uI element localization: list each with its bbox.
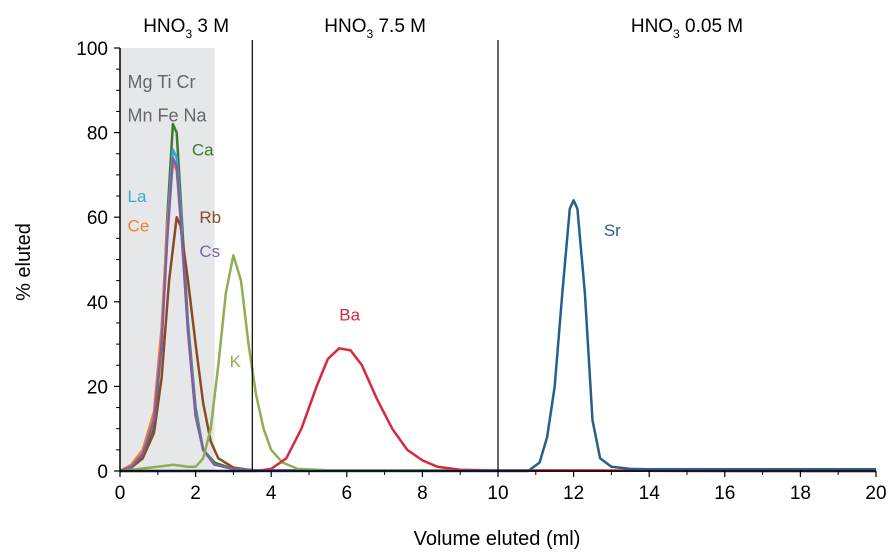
y-tick-label: 80 bbox=[87, 124, 108, 145]
series-line-ba bbox=[120, 347, 877, 473]
series-label-cs: Cs bbox=[199, 242, 220, 261]
series-line-k bbox=[119, 254, 877, 473]
series-label-ce: Ce bbox=[128, 217, 150, 236]
x-tick-label: 4 bbox=[266, 483, 277, 504]
series-line-rb bbox=[119, 215, 877, 473]
section-label-rest: 0.05 M bbox=[680, 16, 743, 37]
series-label-rb: Rb bbox=[199, 208, 221, 227]
y-tick-label: 60 bbox=[87, 208, 108, 229]
series-layer bbox=[119, 122, 877, 473]
section-label-sub: 3 bbox=[185, 27, 192, 41]
section-label-main: HNO bbox=[324, 16, 366, 37]
x-tick-label: 16 bbox=[714, 483, 735, 504]
x-tick-label: 18 bbox=[790, 483, 811, 504]
x-tick-label: 12 bbox=[563, 483, 584, 504]
y-axis-title: % eluted bbox=[13, 223, 35, 301]
series-label-ba: Ba bbox=[339, 305, 360, 324]
x-tick-label: 2 bbox=[190, 483, 201, 504]
series-label-la: La bbox=[128, 187, 147, 206]
group-label-2: Mn Fe Na bbox=[128, 106, 208, 126]
x-tick-label: 14 bbox=[639, 483, 661, 504]
series-label-sr: Sr bbox=[604, 221, 621, 240]
x-tick-label: 6 bbox=[342, 483, 353, 504]
series-label-k: K bbox=[230, 352, 242, 371]
series-line-sr bbox=[120, 199, 876, 473]
y-tick-label: 40 bbox=[87, 293, 108, 314]
section-label-sub: 3 bbox=[367, 27, 374, 41]
y-tick-label: 20 bbox=[87, 377, 108, 398]
group-label-1: Mg Ti Cr bbox=[128, 72, 196, 92]
series-label-ca: Ca bbox=[192, 141, 214, 160]
series-line-cs bbox=[119, 156, 877, 473]
section-label-1: HNO3 3 M bbox=[143, 16, 229, 41]
section-label-rest: 3 M bbox=[192, 16, 229, 37]
label-layer: HNO3 3 M HNO3 7.5 M HNO3 0.05 MMg Ti CrMn … bbox=[128, 16, 744, 371]
y-tick-label: 100 bbox=[76, 39, 108, 60]
tick-layer: 0 2 4 6 8 10 12 14 16 18 20 0 20 40 60 80 100 bbox=[76, 39, 886, 504]
section-label-sub: 3 bbox=[673, 27, 680, 41]
x-tick-label: 0 bbox=[115, 483, 126, 504]
section-label-rest: 7.5 M bbox=[373, 16, 426, 37]
section-label-main: HNO bbox=[143, 16, 185, 37]
y-tick-label: 0 bbox=[97, 462, 108, 483]
section-label-3: HNO3 0.05 M bbox=[631, 16, 743, 41]
section-label-2: HNO3 7.5 M bbox=[324, 16, 426, 41]
x-tick-label: 8 bbox=[417, 483, 428, 504]
x-tick-label: 10 bbox=[487, 483, 508, 504]
x-tick-label: 20 bbox=[865, 483, 886, 504]
x-axis-title: Volume eluted (ml) bbox=[414, 528, 581, 550]
section-label-main: HNO bbox=[631, 16, 673, 37]
